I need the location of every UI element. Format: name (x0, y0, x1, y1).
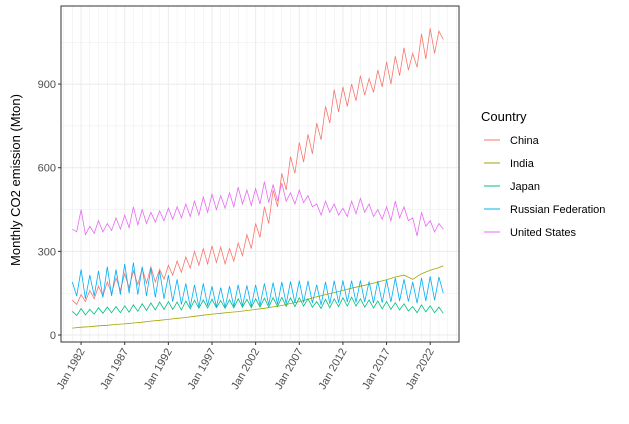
series-lines (71, 28, 444, 329)
y-tick-label: 900 (38, 79, 56, 91)
legend-label-russian-federation: Russian Federation (510, 204, 605, 216)
legend-title: Country (481, 109, 527, 124)
series-line-china (72, 28, 444, 306)
legend-label-china: China (510, 135, 540, 147)
legend: Country China India Japan Russian Federatio… (481, 109, 605, 239)
legend-label-japan: Japan (510, 181, 540, 193)
y-axis-title: Monthly CO2 emission (Mton) (8, 94, 23, 266)
series-line-india (72, 265, 444, 329)
y-tick-label: 300 (38, 246, 56, 258)
series-line-russian-federation (71, 262, 444, 308)
legend-label-india: India (510, 158, 535, 170)
panel-border (60, 5, 460, 343)
series-line-united-states (72, 181, 444, 237)
y-axis: 0 300 600 900 (38, 79, 61, 342)
legend-label-united-states: United States (510, 227, 577, 239)
y-tick-label: 600 (38, 163, 56, 175)
legend-entries: China India Japan Russian Federation United … (484, 135, 605, 239)
y-tick-label: 0 (50, 330, 56, 342)
series-line-japan (72, 296, 444, 317)
